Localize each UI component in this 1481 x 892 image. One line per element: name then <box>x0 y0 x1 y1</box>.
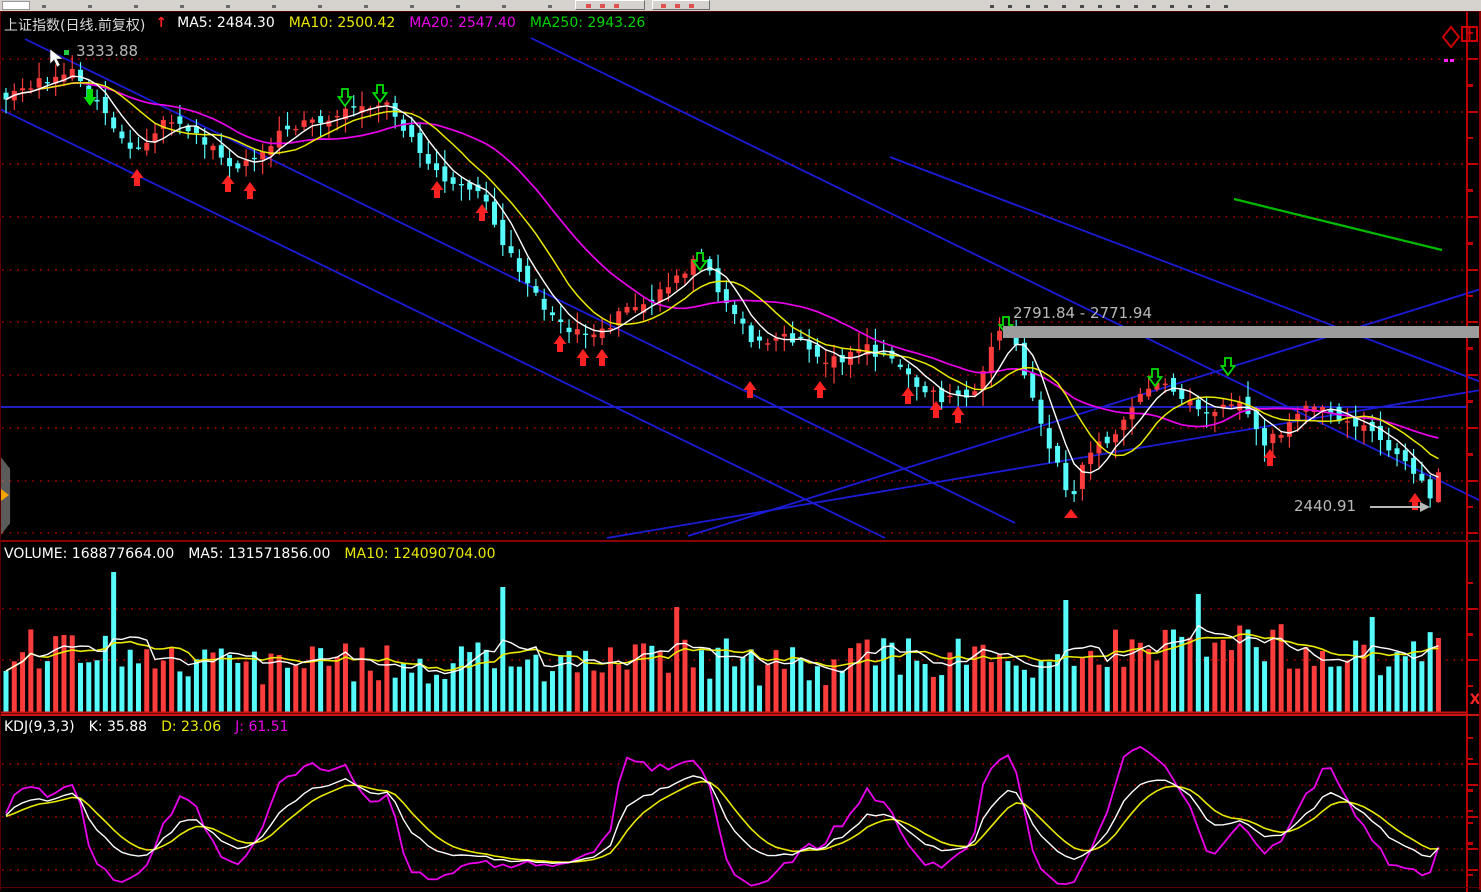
volume-chart-canvas[interactable] <box>0 542 1481 714</box>
sell-signal-arrow <box>371 84 389 104</box>
price-chart-canvas[interactable] <box>0 12 1481 541</box>
menu-item-remnant[interactable] <box>180 5 184 8</box>
menu-text-remnant <box>1188 5 1192 8</box>
sell-signal-arrow <box>691 252 709 272</box>
menu-item-remnant[interactable] <box>272 5 276 8</box>
volume-ma5-readout: MA5: 131571856.00 <box>188 546 331 562</box>
menu-text-remnant <box>1224 5 1228 8</box>
menu-item-remnant[interactable] <box>42 5 46 8</box>
buy-signal-arrow <box>576 349 590 366</box>
sell-signal-arrow <box>83 89 97 106</box>
buy-signal-arrow <box>1408 493 1422 510</box>
low-price-label: 2440.91 <box>1294 497 1357 515</box>
menu-item-remnant[interactable] <box>364 5 368 8</box>
cursor-icon <box>49 48 69 68</box>
sidebar-expander-tab[interactable] <box>0 456 11 536</box>
menu-item-remnant[interactable] <box>502 5 506 8</box>
menu-text-remnant <box>990 5 994 8</box>
instrument-title: 上证指数(日线.前复权) <box>4 18 146 34</box>
sell-signal-arrow <box>336 88 354 108</box>
menu-item-remnant[interactable] <box>226 5 230 8</box>
buy-signal-arrow <box>221 175 235 192</box>
left-border <box>0 11 1 890</box>
kdj-header: KDJ(9,3,3) K: 35.88 D: 23.06 J: 61.51 <box>4 719 289 735</box>
menubar-input-box[interactable] <box>2 1 30 10</box>
ma250-readout: MA250: 2943.26 <box>529 15 646 31</box>
volume-header: VOLUME: 168877664.00 MA5: 131571856.00 M… <box>4 546 495 562</box>
buy-signal-arrow <box>430 181 444 198</box>
ma10-readout: MA10: 2500.42 <box>288 15 396 31</box>
menu-text-remnant <box>1206 5 1210 8</box>
marker-dot-icon <box>1450 59 1454 62</box>
kdj-k-readout: K: 35.88 <box>88 719 148 735</box>
ma5-readout: MA5: 2484.30 <box>177 15 275 31</box>
kdj-chart-canvas[interactable] <box>0 716 1481 892</box>
volume-ma10-readout: MA10: 124090704.00 <box>344 546 496 562</box>
menubar-button-2[interactable] <box>652 0 710 10</box>
menu-text-remnant <box>1152 5 1156 8</box>
close-pane-icon[interactable]: X <box>1469 692 1481 708</box>
main-chart-pane[interactable]: 上证指数(日线.前复权) ↑ MA5: 2484.30 MA10: 2500.4… <box>0 11 1481 541</box>
menu-text-remnant <box>1134 5 1138 8</box>
buy-signal-arrow <box>553 335 567 352</box>
sell-signal-arrow <box>997 316 1015 336</box>
menubar-button-1[interactable] <box>575 0 645 10</box>
volume-pane[interactable]: VOLUME: 168877664.00 MA5: 131571856.00 M… <box>0 540 1481 714</box>
menu-item-remnant[interactable] <box>548 5 552 8</box>
buy-signal-arrow <box>743 381 757 398</box>
buy-signal-arrow <box>929 401 943 418</box>
kdj-pane[interactable]: KDJ(9,3,3) K: 35.88 D: 23.06 J: 61.51 <box>0 714 1481 892</box>
bottom-signal-triangle <box>1064 509 1078 518</box>
menu-text-remnant <box>1044 5 1048 8</box>
menu-text-remnant <box>1080 5 1084 8</box>
buy-signal-arrow <box>243 182 257 199</box>
menu-text-remnant <box>1098 5 1102 8</box>
volume-readout: VOLUME: 168877664.00 <box>4 546 175 562</box>
ma20-readout: MA20: 2547.40 <box>409 15 516 31</box>
menu-item-remnant[interactable] <box>88 5 92 8</box>
sell-signal-arrow <box>1219 357 1237 377</box>
menu-item-remnant[interactable] <box>456 5 460 8</box>
expander-arrow-icon <box>1 489 9 501</box>
low-price-pointer-icon <box>1370 502 1430 512</box>
menu-text-remnant <box>1062 5 1066 8</box>
menu-text-remnant <box>1116 5 1120 8</box>
buy-signal-arrow <box>130 169 144 186</box>
buy-signal-arrow <box>595 349 609 366</box>
buy-signal-arrow <box>901 387 915 404</box>
menu-text-remnant <box>1170 5 1174 8</box>
trend-up-arrow-icon: ↑ <box>155 15 168 31</box>
buy-signal-arrow <box>1263 449 1277 466</box>
menu-item-remnant[interactable] <box>134 5 138 8</box>
window-right-border <box>1479 11 1481 890</box>
buy-signal-arrow <box>813 381 827 398</box>
menu-item-remnant[interactable] <box>410 5 414 8</box>
menu-item-remnant[interactable] <box>318 5 322 8</box>
gap-zone-bar <box>1003 326 1481 338</box>
draw-tool-diamond-icon[interactable] <box>1441 25 1461 49</box>
bottom-border <box>0 887 1481 888</box>
kdj-d-readout: D: 23.06 <box>161 719 222 735</box>
kdj-j-readout: J: 61.51 <box>235 719 289 735</box>
buy-signal-arrow <box>951 406 965 423</box>
high-price-label: 3333.88 <box>76 42 139 60</box>
main-chart-header: 上证指数(日线.前复权) ↑ MA5: 2484.30 MA10: 2500.4… <box>4 15 645 35</box>
split-window-icon[interactable] <box>1461 26 1479 43</box>
menu-text-remnant <box>1008 5 1012 8</box>
sell-signal-arrow <box>1146 368 1164 388</box>
buy-signal-arrow <box>475 204 489 221</box>
kdj-name: KDJ(9,3,3) <box>4 719 75 735</box>
marker-dot-icon <box>1444 59 1448 62</box>
gap-range-label: 2791.84 - 2771.94 <box>1013 304 1153 322</box>
menu-text-remnant <box>1026 5 1030 8</box>
